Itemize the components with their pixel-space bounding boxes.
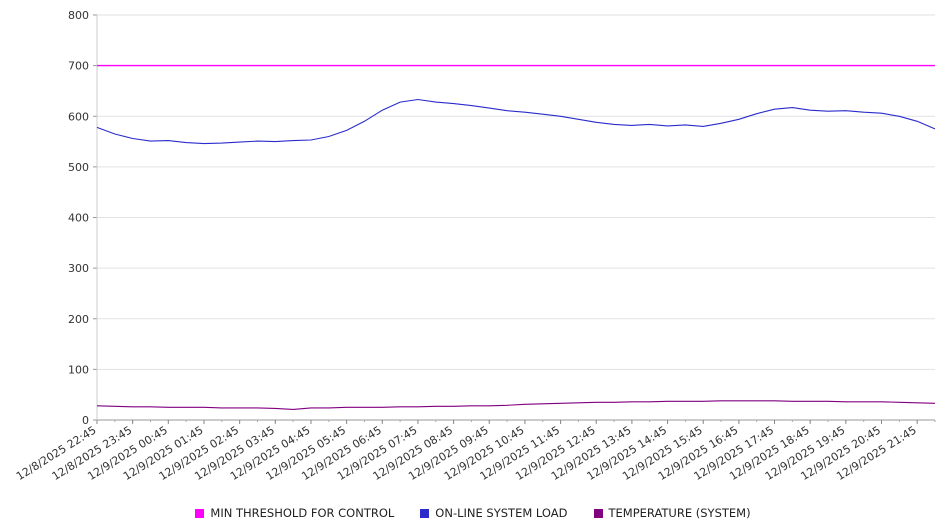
svg-text:600: 600 <box>68 110 89 123</box>
legend-item-min-threshold[interactable]: MIN THRESHOLD FOR CONTROL <box>195 506 394 520</box>
legend-swatch-icon <box>195 508 205 518</box>
legend-swatch-icon <box>420 508 430 518</box>
legend-item-system-load[interactable]: ON-LINE SYSTEM LOAD <box>420 506 568 520</box>
legend-item-temperature[interactable]: TEMPERATURE (SYSTEM) <box>593 506 751 520</box>
svg-text:0: 0 <box>82 414 89 427</box>
svg-text:500: 500 <box>68 161 89 174</box>
chart-legend: MIN THRESHOLD FOR CONTROL ON-LINE SYSTEM… <box>0 506 946 520</box>
legend-label: MIN THRESHOLD FOR CONTROL <box>210 506 395 520</box>
svg-text:100: 100 <box>68 363 89 376</box>
svg-text:800: 800 <box>68 9 89 22</box>
legend-label: TEMPERATURE (SYSTEM) <box>608 506 751 520</box>
legend-swatch-icon <box>593 508 603 518</box>
svg-text:700: 700 <box>68 60 89 73</box>
svg-text:200: 200 <box>68 313 89 326</box>
svg-text:400: 400 <box>68 212 89 225</box>
svg-text:300: 300 <box>68 262 89 275</box>
legend-label: ON-LINE SYSTEM LOAD <box>435 506 568 520</box>
